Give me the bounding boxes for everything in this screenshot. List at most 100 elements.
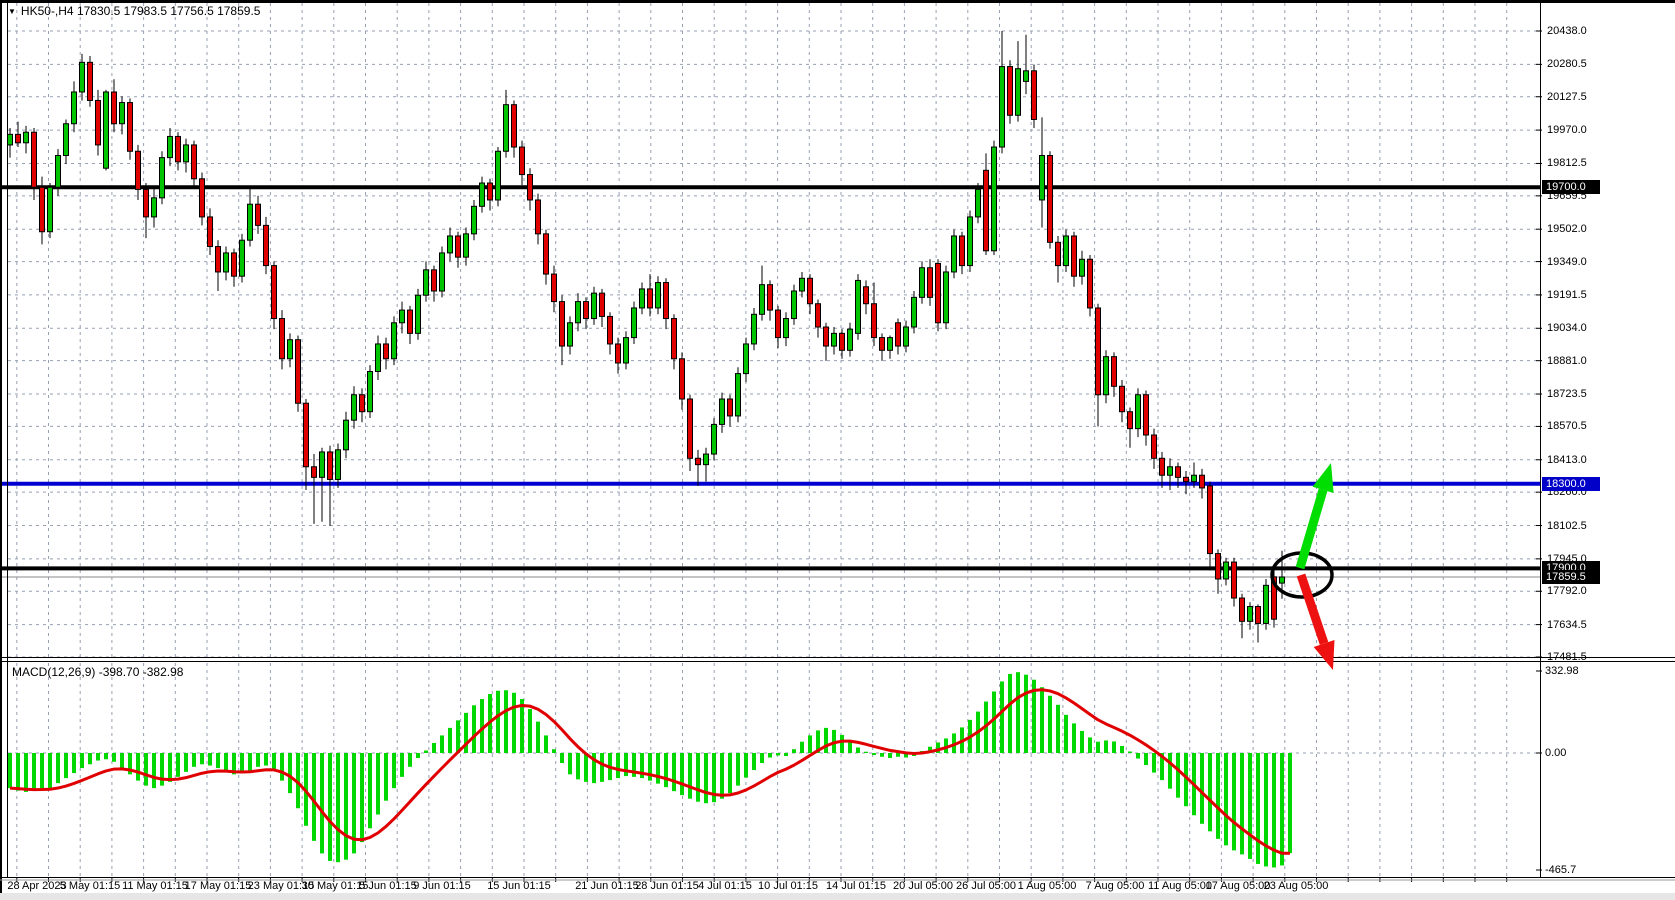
- macd-bar: [384, 753, 388, 801]
- macd-bar: [96, 753, 100, 761]
- macd-bar: [376, 753, 380, 815]
- candle-bull: [1103, 356, 1109, 396]
- macd-bar: [120, 753, 124, 769]
- macd-bar: [144, 753, 148, 786]
- candle-bear: [1127, 411, 1133, 430]
- macd-bar: [224, 753, 228, 772]
- candle-bull: [783, 318, 789, 339]
- macd-bar: [776, 753, 780, 756]
- candle-bear: [527, 174, 533, 201]
- candle-bull: [1039, 155, 1045, 201]
- candle-bear: [271, 265, 277, 320]
- candle-bull: [719, 398, 725, 425]
- macd-bar: [256, 753, 260, 767]
- window-border-top: [0, 0, 1675, 3]
- macd-bar: [840, 734, 844, 753]
- macd-bar: [1000, 681, 1004, 753]
- macd-bar: [624, 753, 628, 777]
- candle-bear: [687, 398, 693, 459]
- macd-bar: [416, 753, 420, 759]
- candle-bear: [807, 277, 813, 305]
- candle-bear: [879, 337, 885, 351]
- candle-bear: [511, 104, 517, 148]
- candle-bull: [847, 328, 853, 351]
- candle-bear: [279, 318, 285, 360]
- candle-bull: [903, 326, 909, 347]
- macd-bar: [704, 753, 708, 804]
- macd-bar: [1120, 745, 1124, 753]
- candle-bull: [1191, 474, 1197, 483]
- candle-bull: [399, 309, 405, 324]
- candle-bear: [767, 284, 773, 311]
- candle-bear: [1031, 70, 1037, 121]
- candle-bear: [1239, 597, 1245, 622]
- candle-bull: [503, 104, 509, 152]
- macd-bar: [680, 753, 684, 796]
- candle-bear: [1071, 235, 1077, 277]
- macd-bar: [472, 705, 476, 753]
- candle-bull: [1223, 561, 1229, 580]
- macd-bar: [536, 721, 540, 753]
- candles: [7, 31, 1285, 643]
- candle-bull: [631, 307, 637, 339]
- candle-bull: [1079, 258, 1085, 277]
- candle-bull: [655, 282, 661, 309]
- candle-bull: [463, 233, 469, 258]
- macd-bar: [88, 753, 92, 765]
- candle-bull: [23, 131, 29, 144]
- macd-bar: [1240, 753, 1244, 855]
- macd-bar: [552, 749, 556, 753]
- macd-bar: [1256, 753, 1260, 864]
- candle-bull: [447, 235, 453, 254]
- candle-bull: [239, 239, 245, 277]
- candle-bear: [1007, 66, 1013, 116]
- candle-bear: [143, 188, 149, 218]
- candle-bear: [1047, 155, 1053, 243]
- macd-bar: [480, 699, 484, 753]
- macd-histogram: [8, 672, 1292, 868]
- candle-bear: [135, 150, 141, 190]
- candle-bull: [479, 182, 485, 207]
- candle-bull: [591, 292, 597, 320]
- window-border-left: [0, 0, 2, 893]
- macd-bar: [1176, 753, 1180, 798]
- macd-bar: [152, 753, 156, 789]
- candle-bull: [335, 449, 341, 480]
- macd-bar: [1032, 679, 1036, 753]
- macd-bar: [128, 753, 132, 775]
- candle-bull: [759, 284, 765, 315]
- macd-bar: [352, 753, 356, 854]
- macd-bar: [1216, 753, 1220, 839]
- macd-bar: [1104, 740, 1108, 753]
- candle-bear: [1159, 457, 1165, 476]
- macd-bar: [464, 712, 468, 753]
- candle-bear: [543, 233, 549, 275]
- macd-bar: [816, 730, 820, 753]
- candle-bear: [671, 318, 677, 360]
- candle-bear: [927, 267, 933, 298]
- macd-bar: [392, 753, 396, 789]
- candle-bear: [1207, 485, 1213, 555]
- macd-bar: [1232, 753, 1236, 851]
- candle-bear: [207, 216, 213, 248]
- macd-bar: [528, 709, 532, 753]
- macd-bar: [936, 742, 940, 753]
- candle-bear: [87, 61, 93, 101]
- candle-bear: [1199, 474, 1205, 489]
- candle-bull: [151, 197, 157, 218]
- candle-bull: [919, 267, 925, 298]
- macd-bar: [1136, 753, 1140, 759]
- macd-bar: [808, 735, 812, 753]
- macd-bar: [264, 753, 268, 766]
- macd-bar: [600, 753, 604, 782]
- macd-bar: [1288, 753, 1292, 854]
- candle-bear: [1143, 394, 1149, 436]
- macd-bar: [1096, 741, 1100, 753]
- macd-bar: [8, 753, 12, 789]
- candle-bear: [327, 451, 333, 480]
- candle-bear: [39, 186, 45, 233]
- candle-bear: [1183, 476, 1189, 483]
- candle-bull: [623, 337, 629, 364]
